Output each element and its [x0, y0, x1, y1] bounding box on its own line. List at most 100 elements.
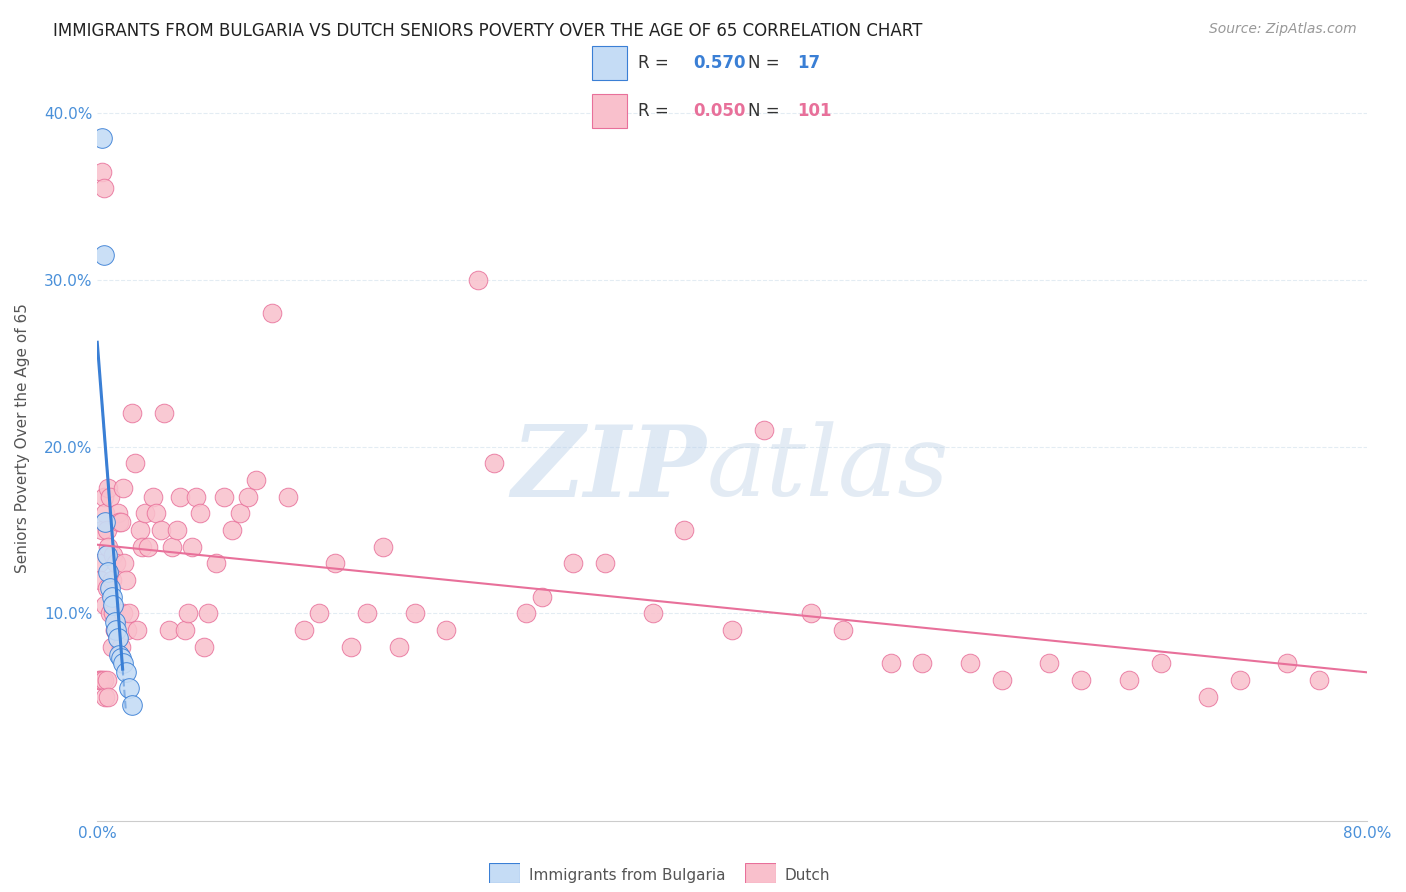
- Point: [93, 490, 115, 504]
- Point: [593, 556, 616, 570]
- Point: [1308, 673, 1330, 687]
- Point: [89, 573, 111, 587]
- Point: [205, 556, 228, 570]
- Point: [323, 556, 346, 570]
- Text: R =: R =: [638, 102, 675, 120]
- Point: [229, 506, 252, 520]
- Text: R =: R =: [638, 54, 675, 72]
- Point: [131, 540, 153, 554]
- Point: [193, 640, 215, 654]
- Point: [121, 698, 143, 712]
- Point: [641, 606, 664, 620]
- Point: [236, 490, 259, 504]
- Point: [1038, 656, 1060, 670]
- Point: [190, 506, 212, 520]
- Point: [157, 623, 180, 637]
- Text: N =: N =: [748, 54, 785, 72]
- Point: [110, 515, 132, 529]
- Point: [434, 623, 457, 637]
- Point: [101, 606, 124, 620]
- Point: [388, 640, 411, 654]
- Point: [104, 623, 127, 637]
- Point: [166, 523, 188, 537]
- Point: [1197, 690, 1219, 704]
- Point: [673, 523, 696, 537]
- Point: [911, 656, 934, 670]
- Point: [467, 273, 489, 287]
- Point: [515, 606, 537, 620]
- Point: [142, 490, 165, 504]
- Point: [959, 656, 981, 670]
- Text: atlas: atlas: [707, 421, 949, 516]
- Point: [110, 640, 132, 654]
- Point: [104, 615, 127, 629]
- Point: [96, 581, 118, 595]
- Point: [87, 673, 110, 687]
- Point: [173, 623, 195, 637]
- Point: [184, 490, 207, 504]
- Point: [94, 690, 117, 704]
- Text: 0.570: 0.570: [693, 54, 745, 72]
- Point: [94, 515, 117, 529]
- Text: 0.050: 0.050: [693, 102, 745, 120]
- Point: [111, 606, 134, 620]
- Point: [160, 540, 183, 554]
- Point: [97, 481, 120, 495]
- Point: [96, 523, 118, 537]
- Point: [89, 673, 111, 687]
- Point: [149, 523, 172, 537]
- Point: [101, 548, 124, 562]
- Point: [880, 656, 903, 670]
- Point: [125, 623, 148, 637]
- FancyBboxPatch shape: [592, 95, 627, 128]
- Point: [87, 556, 110, 570]
- Point: [94, 598, 117, 612]
- Point: [340, 640, 363, 654]
- FancyBboxPatch shape: [592, 46, 627, 79]
- Point: [111, 656, 134, 670]
- Point: [98, 581, 121, 595]
- Y-axis label: Seniors Poverty Over the Age of 65: Seniors Poverty Over the Age of 65: [15, 303, 30, 574]
- Point: [91, 165, 114, 179]
- Point: [221, 523, 243, 537]
- Point: [97, 690, 120, 704]
- Point: [134, 506, 156, 520]
- Point: [1070, 673, 1092, 687]
- Point: [100, 640, 122, 654]
- Point: [260, 306, 283, 320]
- Point: [91, 673, 114, 687]
- Point: [1118, 673, 1140, 687]
- Point: [112, 556, 135, 570]
- Point: [181, 540, 204, 554]
- Point: [129, 523, 152, 537]
- Point: [169, 490, 191, 504]
- Point: [107, 631, 129, 645]
- Point: [371, 540, 394, 554]
- Point: [356, 606, 378, 620]
- Text: Source: ZipAtlas.com: Source: ZipAtlas.com: [1209, 22, 1357, 37]
- Point: [118, 606, 141, 620]
- Point: [93, 181, 115, 195]
- Point: [136, 540, 159, 554]
- Point: [97, 540, 120, 554]
- Point: [108, 648, 131, 662]
- Point: [832, 623, 855, 637]
- Point: [1229, 673, 1251, 687]
- Point: [107, 506, 129, 520]
- Point: [121, 406, 143, 420]
- Point: [118, 681, 141, 696]
- Point: [108, 515, 131, 529]
- Point: [1277, 656, 1299, 670]
- Text: 101: 101: [797, 102, 832, 120]
- Point: [800, 606, 823, 620]
- Point: [292, 623, 315, 637]
- Point: [91, 523, 114, 537]
- Point: [308, 606, 330, 620]
- Text: ZIP: ZIP: [512, 421, 707, 517]
- Point: [101, 598, 124, 612]
- Point: [100, 573, 122, 587]
- Point: [94, 506, 117, 520]
- Point: [752, 423, 775, 437]
- Point: [197, 606, 219, 620]
- Point: [153, 406, 176, 420]
